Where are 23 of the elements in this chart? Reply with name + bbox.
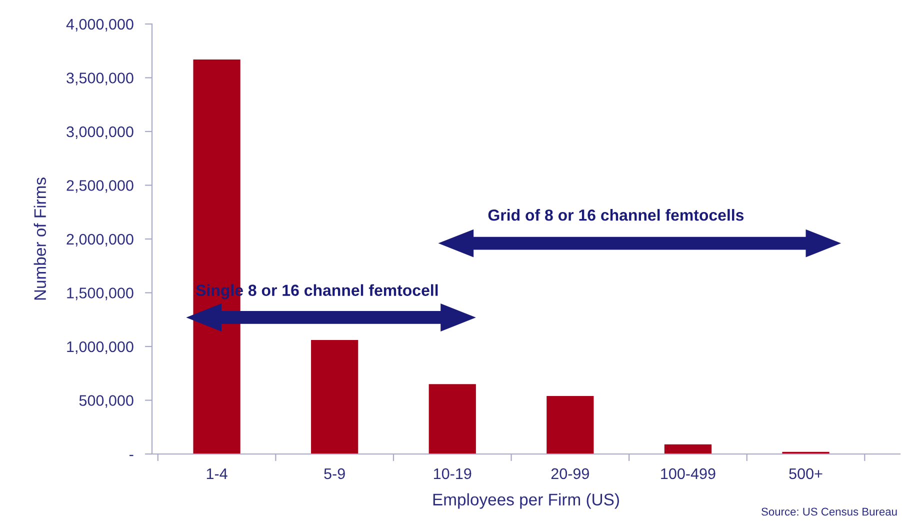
y-tick-label: 2,000,000: [66, 234, 134, 246]
bar: [664, 444, 712, 454]
x-tick-label: 1-4: [206, 468, 228, 479]
x-tick-label: 5-9: [324, 468, 345, 480]
y-tick-label: -: [130, 454, 134, 456]
bar: [428, 384, 476, 454]
bar: [311, 340, 358, 454]
x-tick-label: 500+: [789, 468, 822, 480]
x-tick-label: 100-499: [661, 468, 716, 480]
x-tick-label: 10-19: [434, 468, 472, 480]
x-axis-title: Employees per Firm (US): [433, 493, 619, 509]
bar: [546, 396, 594, 454]
source-note: Source: US Census Bureau: [762, 508, 897, 516]
y-tick-label: 1,000,000: [67, 341, 134, 354]
annotation: Grid of 8 or 16 channel femtocells: [488, 209, 744, 221]
y-tick-label: 3,000,000: [66, 126, 134, 139]
y-tick-label: 500,000: [79, 395, 134, 408]
y-tick-label: 2,500,000: [66, 180, 134, 193]
y-tick-label: 1,500,000: [67, 288, 134, 300]
y-tick-label: 3,500,000: [66, 72, 134, 86]
x-tick-label: 20-99: [551, 468, 589, 480]
y-tick-label: 4,000,000: [66, 18, 134, 32]
y-axis-title: Number of Firms: [34, 178, 46, 300]
